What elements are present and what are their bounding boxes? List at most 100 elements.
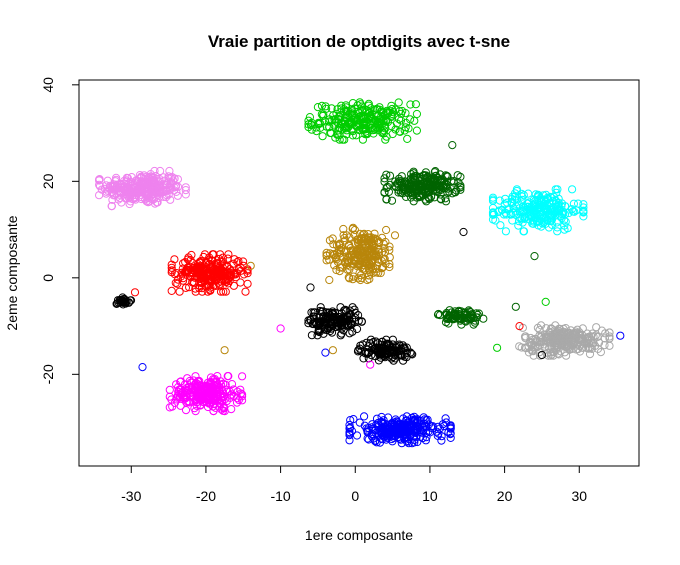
data-point bbox=[379, 116, 388, 125]
data-point bbox=[181, 406, 191, 415]
data-point bbox=[392, 119, 402, 128]
data-point bbox=[328, 320, 337, 329]
data-point bbox=[550, 342, 559, 351]
data-point bbox=[568, 338, 577, 348]
data-point bbox=[406, 115, 415, 124]
data-point bbox=[422, 433, 431, 442]
data-point bbox=[194, 380, 203, 389]
data-point bbox=[307, 125, 316, 134]
data-point bbox=[349, 223, 358, 232]
data-point bbox=[379, 126, 388, 135]
data-point bbox=[493, 343, 502, 352]
data-point bbox=[215, 280, 224, 289]
data-point bbox=[323, 309, 332, 318]
data-point bbox=[356, 100, 365, 109]
data-point bbox=[369, 337, 378, 347]
data-point bbox=[179, 276, 188, 285]
y-tick-label: 40 bbox=[40, 77, 56, 93]
data-point bbox=[417, 428, 426, 437]
data-point bbox=[314, 118, 323, 128]
data-point bbox=[345, 431, 354, 440]
data-point bbox=[140, 171, 149, 180]
data-point bbox=[349, 415, 358, 424]
data-point bbox=[391, 125, 400, 134]
data-point bbox=[107, 202, 116, 211]
data-point bbox=[557, 213, 566, 223]
data-point bbox=[349, 110, 358, 119]
data-point bbox=[540, 204, 549, 213]
data-point bbox=[170, 255, 179, 264]
data-point bbox=[443, 188, 452, 198]
data-point bbox=[441, 197, 451, 206]
data-point bbox=[182, 398, 191, 407]
data-point bbox=[353, 116, 362, 125]
data-point bbox=[371, 437, 380, 446]
data-point bbox=[559, 331, 568, 340]
x-tick-label: 0 bbox=[351, 488, 359, 504]
data-point bbox=[225, 276, 234, 285]
chart-title: Vraie partition de optdigits avec t-sne bbox=[208, 32, 510, 51]
data-point bbox=[387, 354, 396, 363]
data-point bbox=[171, 278, 180, 287]
y-axis: -20 0 20 40 bbox=[40, 77, 80, 384]
data-point bbox=[229, 385, 238, 394]
data-point bbox=[385, 253, 394, 262]
data-point bbox=[223, 275, 232, 284]
data-point bbox=[508, 192, 517, 201]
data-point bbox=[149, 176, 158, 185]
data-point bbox=[210, 396, 220, 405]
data-point bbox=[381, 425, 390, 434]
data-point bbox=[433, 310, 443, 319]
data-point bbox=[568, 185, 577, 194]
y-tick-label: -20 bbox=[40, 364, 56, 384]
data-point bbox=[501, 194, 510, 203]
data-point bbox=[365, 111, 374, 121]
data-point bbox=[173, 191, 182, 200]
data-point bbox=[322, 122, 331, 131]
data-point bbox=[363, 129, 372, 138]
data-point bbox=[579, 203, 588, 212]
y-tick-label: 20 bbox=[40, 173, 56, 189]
data-point bbox=[114, 184, 124, 193]
data-point bbox=[108, 195, 117, 204]
data-point bbox=[354, 311, 363, 320]
data-point bbox=[368, 239, 377, 248]
data-point bbox=[95, 180, 104, 189]
data-point bbox=[536, 338, 546, 347]
data-point bbox=[394, 188, 403, 197]
data-point bbox=[385, 348, 394, 357]
data-point bbox=[236, 278, 245, 287]
data-point bbox=[380, 188, 389, 197]
data-point bbox=[534, 203, 543, 212]
data-point bbox=[360, 412, 369, 421]
data-point bbox=[442, 418, 451, 427]
data-point bbox=[314, 327, 323, 336]
data-point bbox=[596, 348, 606, 357]
data-point bbox=[561, 337, 570, 346]
data-point bbox=[146, 172, 155, 181]
data-point bbox=[177, 390, 186, 400]
data-point bbox=[525, 205, 534, 214]
data-point bbox=[369, 129, 378, 138]
data-point bbox=[385, 262, 394, 272]
data-point bbox=[371, 429, 380, 438]
data-point bbox=[364, 354, 373, 363]
data-point bbox=[512, 185, 522, 194]
data-point bbox=[133, 181, 142, 191]
data-point bbox=[318, 132, 327, 141]
data-point bbox=[381, 124, 390, 133]
data-point bbox=[488, 195, 498, 204]
data-point bbox=[143, 192, 152, 201]
data-point bbox=[377, 346, 386, 355]
data-point bbox=[410, 116, 419, 125]
data-point bbox=[361, 120, 370, 130]
data-point bbox=[537, 350, 547, 360]
data-point bbox=[382, 195, 391, 204]
data-point bbox=[219, 257, 228, 266]
data-point bbox=[412, 427, 421, 436]
x-tick-label: 30 bbox=[571, 488, 587, 504]
data-point bbox=[560, 202, 570, 211]
data-point bbox=[571, 330, 581, 339]
data-point bbox=[238, 396, 247, 405]
